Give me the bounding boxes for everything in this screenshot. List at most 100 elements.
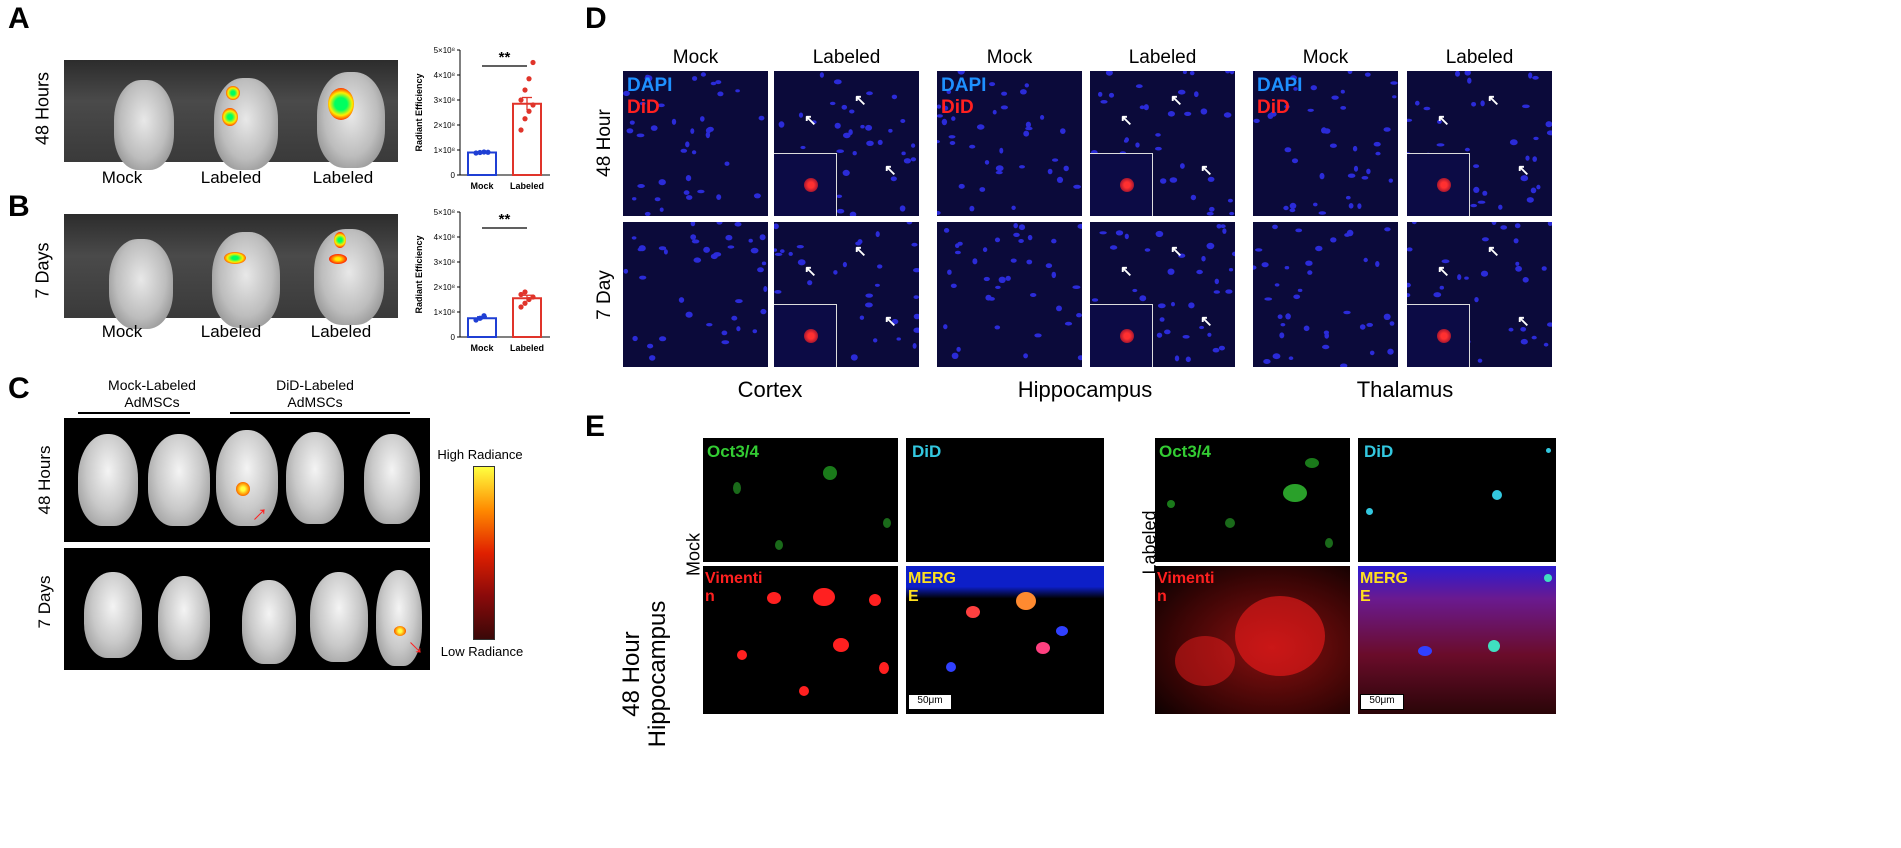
- data-point: [522, 300, 528, 306]
- x-tick-label: Mock: [470, 181, 494, 191]
- panel-e-mock-vim-label-1: Vimenti: [705, 570, 763, 587]
- panel-c-radiance-colorbar: [473, 466, 495, 640]
- y-tick-label: 2×10⁸: [434, 283, 455, 292]
- panel-a-row-label: 48 Hours: [32, 71, 53, 146]
- white-arrow-icon: ↖: [1120, 112, 1133, 129]
- panel-e-labeled-vim-label-2: n: [1157, 588, 1167, 605]
- y-tick-label: 1×10⁸: [434, 308, 455, 317]
- data-point: [522, 87, 528, 93]
- y-tick-label: 5×10⁸: [434, 208, 455, 217]
- panel-c-scale-high: High Radiance: [437, 447, 523, 462]
- panel-a-label-mock: Mock: [101, 168, 143, 187]
- x-tick-label: Labeled: [510, 343, 544, 353]
- data-point: [526, 76, 532, 82]
- data-point: [526, 296, 532, 303]
- white-arrow-icon: ↖: [804, 112, 817, 129]
- panel-e-labeled-merge-label-1: MERG: [1360, 570, 1408, 587]
- data-point: [477, 149, 483, 156]
- micrograph-tile: ↖ ↖ ↖: [774, 222, 919, 367]
- y-tick-label: 4×10⁸: [434, 233, 455, 242]
- significance-label: **: [499, 211, 511, 228]
- micrograph-inset: [1407, 304, 1470, 367]
- panel-b-label-mock: Mock: [101, 322, 143, 341]
- panel-b-row-label: 7 Days: [32, 242, 53, 299]
- panel-e-labeled-oct-label: Oct3/4: [1159, 442, 1211, 461]
- panel-c-row1-label: 48 Hours: [35, 445, 54, 515]
- panel-d-row-label-7d: 7 Day: [594, 270, 615, 320]
- panel-c-group1-line1: Mock-Labeled: [108, 377, 196, 393]
- data-point: [481, 313, 487, 319]
- micrograph-tile: DAPI DiD: [623, 71, 768, 216]
- white-arrow-icon: ↖: [884, 162, 897, 179]
- y-tick-label: 4×10⁸: [434, 71, 455, 80]
- y-tick-label: 2×10⁸: [434, 121, 455, 130]
- panel-e-labeled-scalebar: 50μm: [1360, 694, 1404, 710]
- panel-c-scale-low: Low Radiance: [440, 644, 524, 659]
- panel-e-mock-scalebar: 50μm: [908, 694, 952, 710]
- white-arrow-icon: ↖: [1200, 313, 1213, 330]
- panel-e-labeled-did-label: DiD: [1364, 442, 1394, 461]
- panel-c-group2-line: [230, 412, 410, 414]
- panel-e-side-line2: Hippocampus: [644, 600, 671, 748]
- panel-e-mock-vim-image: Vimenti n: [703, 566, 898, 714]
- y-tick-label: 1×10⁸: [434, 146, 455, 155]
- white-arrow-icon: ↖: [1120, 263, 1133, 280]
- micrograph-inset: [1407, 153, 1470, 216]
- white-arrow-icon: ↖: [854, 243, 867, 260]
- panel-c-group2-line1: DiD-Labeled: [276, 377, 354, 393]
- micrograph-tile: [623, 222, 768, 367]
- y-tick-label: 3×10⁸: [434, 258, 455, 267]
- micrograph-tile: [1253, 222, 1398, 367]
- panel-b-ivis-image: [64, 214, 398, 329]
- white-arrow-icon: ↖: [1517, 313, 1530, 330]
- white-arrow-icon: ↖: [1170, 243, 1183, 260]
- panel-letter-b: B: [8, 190, 30, 223]
- white-arrow-icon: ↖: [884, 313, 897, 330]
- white-arrow-icon: ↖: [804, 263, 817, 280]
- panel-e-labeled-did-image: DiD: [1358, 438, 1556, 562]
- micrograph-inset: [1090, 153, 1153, 216]
- panel-c-row2-label: 7 Days: [35, 575, 54, 629]
- panel-e-labeled-vim-image: Vimenti n: [1155, 566, 1350, 714]
- panel-b-bar-chart: 0 1×10⁸ 2×10⁸ 3×10⁸ 4×10⁸ 5×10⁸ Radiant Effici…: [414, 208, 550, 353]
- panel-d-region-cortex: Cortex: [737, 377, 803, 402]
- panel-e-mock-did-image: DiD: [906, 438, 1104, 562]
- panel-e-mock-merge-label-2: E: [908, 588, 919, 605]
- data-point: [485, 149, 491, 155]
- panel-letter-e: E: [585, 410, 606, 443]
- white-arrow-icon: ↖: [854, 92, 867, 109]
- bar: [467, 151, 497, 176]
- panel-b-label-labeled-1: Labeled: [200, 322, 262, 341]
- data-point: [518, 127, 524, 133]
- panel-e-labeled-merge-image: MERG E 50μm: [1358, 566, 1556, 714]
- white-arrow-icon: ↖: [1517, 162, 1530, 179]
- white-arrow-icon: ↖: [1170, 92, 1183, 109]
- significance-label: **: [499, 49, 511, 66]
- panel-d-col-header-4: Labeled: [1128, 47, 1197, 68]
- micrograph-tile: DAPI DiD: [937, 71, 1082, 216]
- panel-c-row2-image: ↑: [64, 548, 430, 670]
- panel-c-row1-image: ↑: [64, 418, 430, 542]
- did-label: DiD: [941, 97, 974, 118]
- data-point: [522, 289, 528, 295]
- panel-e-mock-oct-label: Oct3/4: [707, 442, 759, 461]
- panel-e-mock-did-label: DiD: [912, 442, 942, 461]
- data-point: [530, 59, 536, 66]
- micrograph-inset: [774, 153, 837, 216]
- micrograph-tile: [937, 222, 1082, 367]
- data-point: [518, 304, 524, 310]
- panel-d-col-header-5: Mock: [1302, 47, 1349, 68]
- panel-a-bar-chart: 0 1×10⁸ 2×10⁸ 3×10⁸ 4×10⁸ 5×10⁸ Radiant Effici…: [414, 46, 550, 191]
- data-point: [522, 116, 528, 122]
- data-point: [518, 97, 524, 103]
- panel-d-col-header-1: Mock: [672, 47, 719, 68]
- data-point: [481, 149, 487, 155]
- white-arrow-icon: ↖: [1437, 263, 1450, 280]
- panel-c-group1-label: Mock-Labeled AdMSCs: [82, 377, 222, 411]
- y-tick-label: 3×10⁸: [434, 96, 455, 105]
- data-point: [477, 315, 483, 321]
- dapi-label: DAPI: [941, 75, 987, 96]
- panel-e-mock-merge-image: MERG E 50μm: [906, 566, 1104, 714]
- x-tick-label: Mock: [470, 343, 494, 353]
- micrograph-tile: ↖ ↖ ↖: [774, 71, 919, 216]
